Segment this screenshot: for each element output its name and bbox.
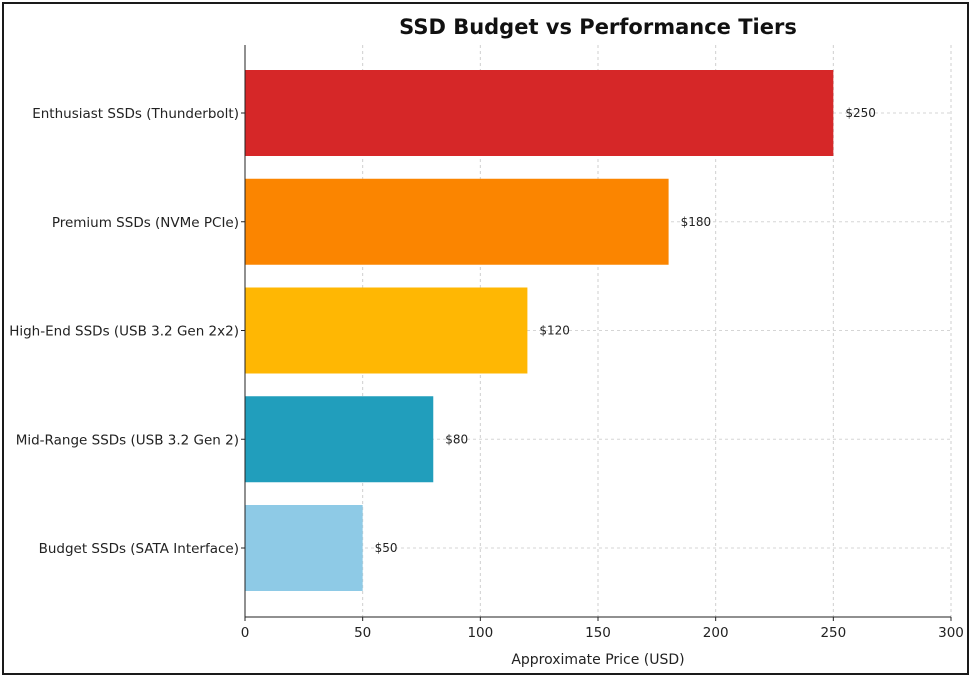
bar-2 — [245, 287, 528, 374]
bar-0 — [245, 70, 834, 156]
x-axis-label: Approximate Price (USD) — [511, 652, 684, 668]
x-tick-label-0: 0 — [241, 625, 250, 641]
category-label-0: Enthusiast SSDs (Thunderbolt) — [32, 106, 239, 122]
value-label-1: $180 — [681, 215, 712, 229]
value-label-3: $80 — [445, 432, 468, 446]
x-tick-label-4: 200 — [703, 625, 729, 641]
x-tick-label-6: 300 — [938, 625, 964, 641]
x-tick-label-1: 50 — [354, 625, 371, 641]
category-label-1: Premium SSDs (NVMe PCIe) — [52, 215, 239, 231]
x-tick-label-3: 150 — [585, 625, 611, 641]
x-tick-label-2: 100 — [467, 625, 493, 641]
axes: Enthusiast SSDs (Thunderbolt) Premium SSD… — [9, 45, 964, 641]
value-label-0: $250 — [845, 106, 876, 120]
value-label-4: $50 — [375, 541, 398, 555]
bar-1 — [245, 178, 669, 265]
x-tick-label-5: 250 — [820, 625, 846, 641]
category-label-3: Mid-Range SSDs (USB 3.2 Gen 2) — [16, 432, 239, 448]
category-label-4: Budget SSDs (SATA Interface) — [39, 541, 239, 557]
value-label-2: $120 — [539, 324, 570, 338]
bar-4 — [245, 505, 363, 591]
bars: $250 $180 $120 $80 $50 — [245, 70, 876, 591]
chart-title: SSD Budget vs Performance Tiers — [399, 15, 797, 39]
category-label-2: High-End SSDs (USB 3.2 Gen 2x2) — [9, 324, 239, 340]
bar-3 — [245, 396, 434, 483]
